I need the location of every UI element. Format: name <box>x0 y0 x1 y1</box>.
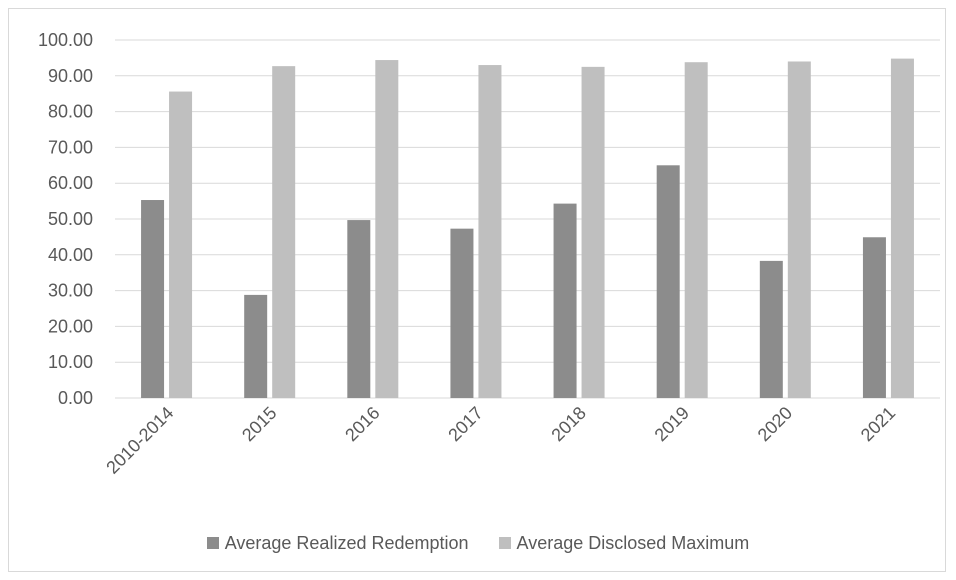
y-tick-label: 30.00 <box>48 281 93 301</box>
x-tick-label: 2010-2014 <box>102 403 177 478</box>
legend-swatch-disclosed <box>498 537 511 549</box>
bar-disclosed-2 <box>375 60 399 398</box>
bar-disclosed-7 <box>890 58 914 399</box>
bar-realized-4 <box>553 203 577 398</box>
y-tick-label: 50.00 <box>48 209 93 229</box>
x-tick-label: 2021 <box>857 403 899 445</box>
legend-item-disclosed: Average Disclosed Maximum <box>498 532 750 554</box>
bar-disclosed-4 <box>581 66 605 398</box>
bar-realized-7 <box>862 237 886 398</box>
x-tick-label: 2017 <box>444 403 486 445</box>
bar-realized-1 <box>244 294 268 398</box>
legend-label-disclosed: Average Disclosed Maximum <box>516 532 750 553</box>
bar-realized-2 <box>347 220 371 398</box>
bar-realized-3 <box>450 228 474 398</box>
bar-disclosed-6 <box>787 61 811 398</box>
y-tick-label: 80.00 <box>48 102 93 122</box>
bar-disclosed-5 <box>684 62 708 399</box>
bar-realized-6 <box>759 260 783 398</box>
x-tick-label: 2016 <box>341 403 383 445</box>
legend-item-realized: Average Realized Redemption <box>206 532 469 554</box>
x-tick-label: 2020 <box>754 403 796 445</box>
y-tick-label: 40.00 <box>48 245 93 265</box>
legend-label-realized: Average Realized Redemption <box>224 532 469 553</box>
x-tick-label: 2018 <box>547 403 589 445</box>
bar-realized-5 <box>656 165 680 398</box>
bar-disclosed-1 <box>272 66 296 398</box>
y-tick-label: 100.00 <box>38 30 93 50</box>
bar-disclosed-3 <box>478 65 502 398</box>
y-tick-label: 90.00 <box>48 66 93 86</box>
y-tick-label: 10.00 <box>48 352 93 372</box>
x-tick-label: 2019 <box>651 403 693 445</box>
bar-disclosed-0 <box>169 91 193 398</box>
x-tick-label: 2015 <box>238 403 280 445</box>
y-tick-label: 60.00 <box>48 173 93 193</box>
y-tick-label: 20.00 <box>48 316 93 336</box>
y-tick-label: 0.00 <box>58 388 93 408</box>
bar-realized-0 <box>141 200 165 398</box>
legend-swatch-realized <box>206 537 219 549</box>
chart-legend: Average Realized Redemption Average Disc… <box>0 528 956 558</box>
y-tick-label: 70.00 <box>48 137 93 157</box>
